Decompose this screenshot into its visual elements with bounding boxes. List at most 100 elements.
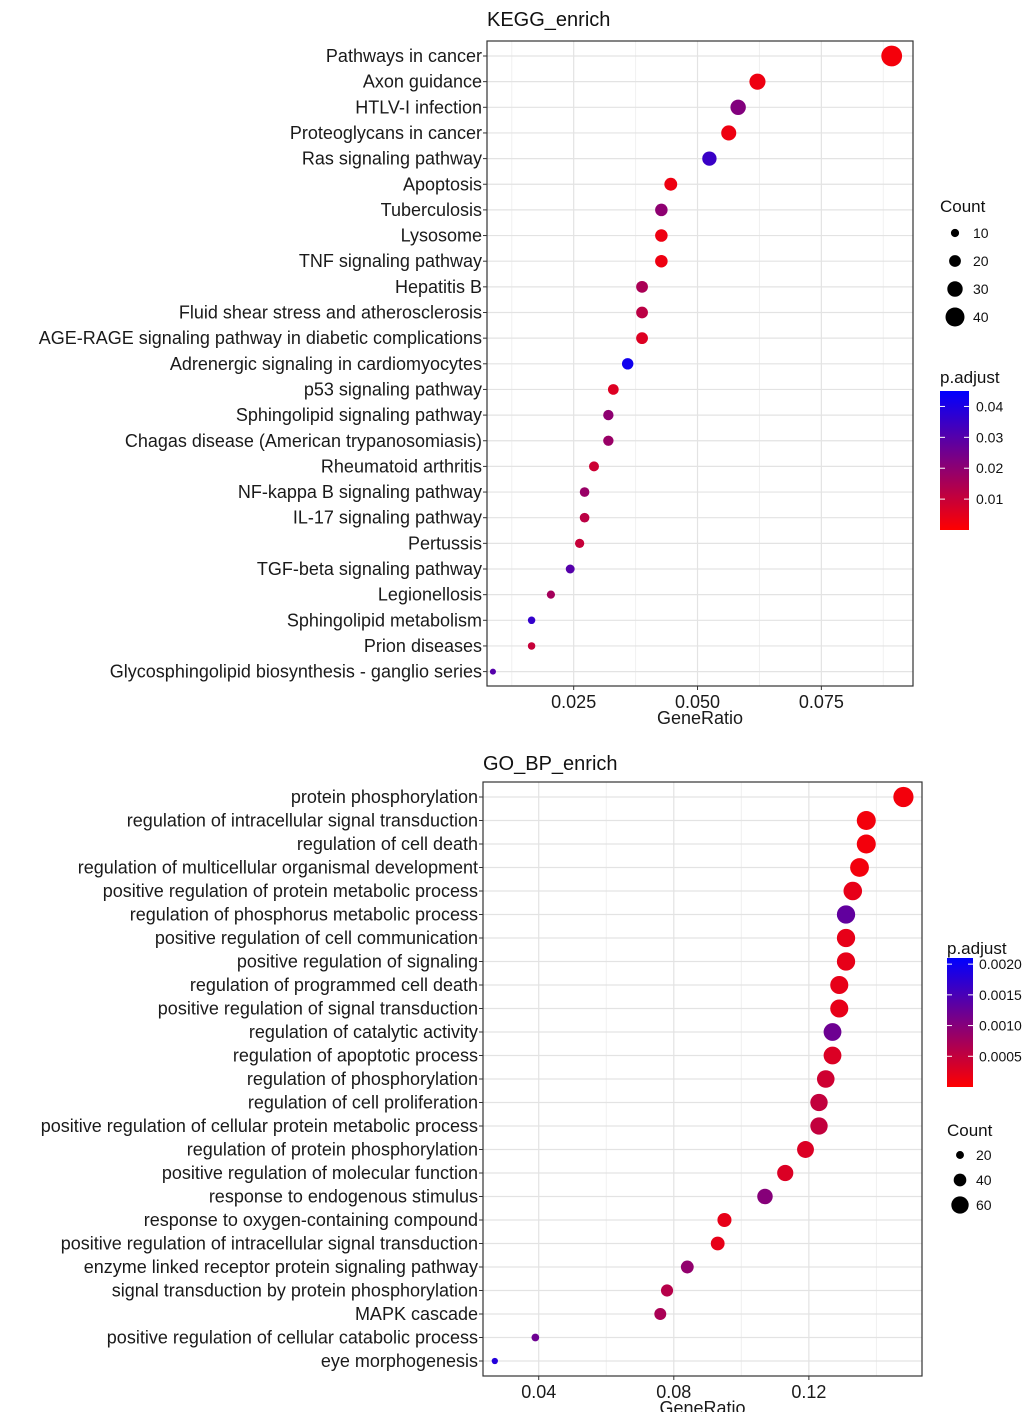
data-point — [603, 435, 614, 446]
y-tick-label: eye morphogenesis — [321, 1351, 478, 1371]
y-tick-label: Pathways in cancer — [326, 46, 482, 66]
data-point — [816, 1070, 835, 1088]
y-tick-label: signal transduction by protein phosphory… — [112, 1281, 478, 1301]
size-legend-dot — [950, 228, 960, 238]
y-tick-label: regulation of apoptotic process — [233, 1046, 478, 1066]
data-point — [843, 881, 863, 901]
y-tick-label: Prion diseases — [364, 636, 482, 656]
x-tick-label: 0.08 — [656, 1382, 691, 1402]
data-point — [579, 487, 590, 497]
y-axis: protein phosphorylation regulation of int… — [41, 787, 483, 1371]
y-tick-label: response to oxygen-containing compound — [144, 1210, 478, 1230]
y-tick-label: regulation of cell proliferation — [248, 1093, 478, 1113]
data-point — [836, 905, 856, 924]
y-tick-label: regulation of cell death — [297, 834, 478, 854]
color-legend-label: 0.03 — [976, 429, 1003, 445]
data-point — [721, 125, 737, 141]
data-point — [655, 203, 668, 217]
data-point — [710, 1236, 725, 1251]
y-tick-label: Pertussis — [408, 533, 482, 553]
y-tick-label: positive regulation of protein metabolic… — [103, 881, 478, 901]
data-point — [893, 786, 914, 808]
size-legend-dot — [947, 281, 963, 297]
y-tick-label: regulation of programmed cell death — [190, 975, 478, 995]
x-tick-label: 0.04 — [521, 1382, 556, 1402]
y-tick-label: Lysosome — [401, 226, 482, 246]
data-point — [636, 332, 648, 345]
data-point — [579, 512, 590, 523]
y-tick-label: Tuberculosis — [381, 200, 482, 220]
data-point — [730, 99, 746, 116]
y-tick-label: positive regulation of signal transducti… — [158, 999, 478, 1019]
size-legend-label: 40 — [973, 309, 989, 325]
y-tick-label: HTLV-I infection — [355, 97, 482, 117]
size-legend-title: Count — [947, 1121, 993, 1140]
data-point — [664, 177, 678, 191]
data-point — [546, 590, 556, 599]
y-tick-label: IL-17 signaling pathway — [293, 508, 482, 528]
data-point — [636, 280, 648, 293]
y-tick-label: MAPK cascade — [355, 1304, 478, 1324]
color-legend-label: 0.01 — [976, 491, 1003, 507]
y-axis: Pathways in cancer Axon guidance HTLV-I in… — [39, 46, 487, 682]
color-legend-label: 0.0020 — [979, 956, 1022, 972]
y-tick-label: regulation of protein phosphorylation — [187, 1140, 478, 1160]
chart-title: GO_BP_enrich — [483, 753, 618, 775]
size-legend-dot — [953, 1173, 967, 1187]
y-tick-label: regulation of phosphorus metabolic proce… — [130, 905, 478, 925]
data-point — [636, 306, 648, 319]
y-tick-label: positive regulation of cellular cataboli… — [107, 1328, 478, 1348]
data-point — [702, 151, 717, 166]
data-points — [491, 786, 914, 1365]
size-legend: Count 10 20 30 40 — [940, 197, 989, 327]
data-point — [565, 564, 575, 574]
data-point — [527, 642, 536, 650]
y-tick-label: regulation of intracellular signal trans… — [127, 811, 478, 831]
x-axis-label: GeneRatio — [659, 1398, 745, 1412]
color-legend-label: 0.0015 — [979, 987, 1022, 1003]
x-tick-label: 0.050 — [675, 692, 720, 712]
y-tick-label: Axon guidance — [363, 72, 482, 92]
data-points — [489, 45, 903, 675]
size-legend-dot — [956, 1151, 964, 1159]
data-point — [655, 229, 668, 242]
y-tick-label: Glycosphingolipid biosynthesis - ganglio… — [110, 662, 482, 682]
y-tick-label: Proteoglycans in cancer — [290, 123, 482, 143]
y-tick-label: regulation of phosphorylation — [247, 1069, 478, 1089]
color-legend-label: 0.04 — [976, 398, 1003, 414]
data-point — [527, 616, 536, 625]
size-legend-label: 30 — [973, 281, 989, 297]
data-point — [621, 358, 634, 370]
data-point — [850, 858, 869, 877]
size-legend-label: 60 — [976, 1197, 992, 1213]
data-point — [823, 1023, 842, 1041]
data-point — [836, 952, 856, 971]
y-tick-label: p53 signaling pathway — [304, 379, 482, 399]
data-point — [717, 1212, 732, 1228]
x-tick-label: 0.075 — [799, 692, 844, 712]
y-tick-label: AGE-RAGE signaling pathway in diabetic c… — [39, 328, 482, 348]
y-tick-label: NF-kappa B signaling pathway — [238, 482, 482, 502]
data-point — [810, 1117, 828, 1135]
color-legend-bar — [940, 391, 969, 530]
y-tick-label: Sphingolipid signaling pathway — [236, 405, 482, 425]
y-tick-label: Rheumatoid arthritis — [321, 456, 482, 476]
size-legend-title: Count — [940, 197, 986, 216]
data-point — [655, 254, 668, 268]
color-legend-title: p.adjust — [940, 368, 1000, 387]
size-legend-dot — [945, 307, 965, 327]
data-point — [574, 538, 585, 548]
y-tick-label: Fluid shear stress and atherosclerosis — [179, 303, 482, 323]
data-point — [603, 409, 614, 421]
data-point — [836, 928, 856, 948]
y-tick-label: protein phosphorylation — [291, 787, 478, 807]
grid-lines — [487, 41, 913, 686]
data-point — [757, 1188, 773, 1205]
y-tick-label: positive regulation of signaling — [237, 952, 478, 972]
y-tick-label: TGF-beta signaling pathway — [257, 559, 482, 579]
color-legend-label: 0.0005 — [979, 1048, 1022, 1064]
data-point — [660, 1284, 674, 1297]
